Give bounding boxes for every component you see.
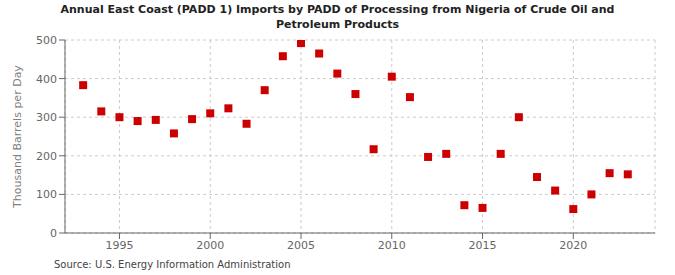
svg-text:2020: 2020 (559, 239, 587, 252)
svg-text:2010: 2010 (378, 239, 406, 252)
svg-text:400: 400 (36, 73, 57, 86)
svg-text:100: 100 (36, 188, 57, 201)
svg-text:1995: 1995 (105, 239, 133, 252)
svg-text:300: 300 (36, 111, 57, 124)
svg-text:2015: 2015 (469, 239, 497, 252)
svg-text:0: 0 (50, 227, 57, 240)
html-text:Annual East Coast (PADD 1) Imp: Annual East Coast (PADD 1) Imports by PA… (60, 3, 615, 16)
html-text:Petroleum Products: Petroleum Products (275, 18, 400, 31)
svg-text:200: 200 (36, 150, 57, 163)
html-text:Source: U.S. Energy Informatio: Source: U.S. Energy Information Administ… (54, 259, 291, 270)
svg-text:2000: 2000 (196, 239, 224, 252)
svg-text:2005: 2005 (287, 239, 315, 252)
svg-text:500: 500 (36, 34, 57, 47)
svg-text:Thousand Barrels per Day: Thousand Barrels per Day (11, 65, 24, 209)
